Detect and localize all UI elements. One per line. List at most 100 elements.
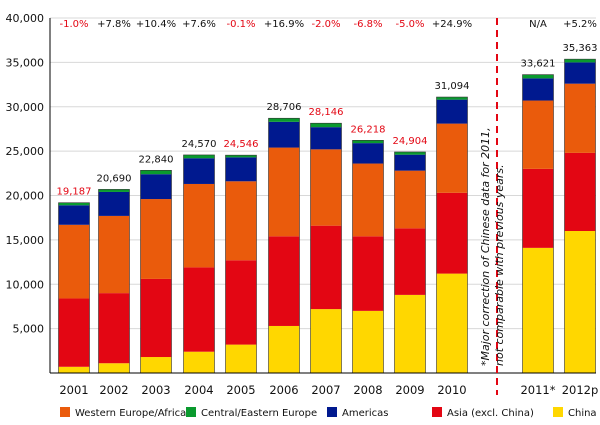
bar-stack [394,151,426,374]
legend-item: China [553,407,597,419]
bar-segment-americas [310,127,342,150]
bar-segment-central-eastern-europe [183,154,215,159]
bar-segment-asia-excl-china [140,278,172,358]
growth-label: +24.9% [432,19,472,30]
bar-segment-china [225,344,257,373]
y-tick-label: 30,000 [6,101,45,114]
y-tick-label: 20,000 [6,190,45,203]
legend-label: Asia (excl. China) [447,408,534,419]
total-label: 35,363 [563,43,598,54]
category-label: 2004 [184,383,213,397]
bar-segment-americas [436,99,468,124]
category-label: 2003 [141,383,170,397]
bar-segment-china [394,294,426,373]
legend-swatch [432,407,442,417]
bar-segment-western-europe-africa [268,147,300,237]
legend-swatch [60,407,70,417]
bar-segment-asia-excl-china [183,267,215,352]
bar-segment-americas [183,158,215,184]
bar-stack [522,74,554,374]
bar-segment-asia-excl-china [310,225,342,310]
bar-stack [58,202,90,374]
growth-label: +7.8% [97,19,131,30]
bar-stack [140,169,172,374]
bar-segment-americas [225,157,257,182]
growth-label: -0.1% [226,19,255,30]
legend-item: Central/Eastern Europe [186,407,317,419]
bar-stack [268,117,300,374]
bar-segment-china [98,363,130,373]
bar-segment-central-eastern-europe [564,59,596,63]
category-label: 2005 [226,383,255,397]
growth-label: -2.0% [311,19,340,30]
bar-stack [352,140,384,374]
bar-segment-americas [564,62,596,84]
legend: Western Europe/Africa Central/Eastern Eur… [60,407,597,419]
bar-segment-china [352,310,384,373]
total-label: 20,690 [97,173,132,184]
total-label: 24,546 [224,139,259,150]
legend-label: Central/Eastern Europe [201,408,317,419]
total-label: 24,570 [182,139,217,150]
bar-segment-central-eastern-europe [394,151,426,155]
total-labels: 19,187 20,690 22,840 24,570 24,546 28,706 28,1… [57,43,598,198]
legend-item: Asia (excl. China) [432,407,534,419]
legend-label: China [568,408,597,419]
category-label: 2012p [562,383,599,397]
bar-segment-china [140,357,172,373]
bar-segment-central-eastern-europe [268,118,300,122]
bar-segment-china [268,325,300,373]
bar-segment-western-europe-africa [436,123,468,193]
bar-segment-western-europe-africa [225,181,257,261]
growth-label: +10.4% [136,19,176,30]
bar-segment-western-europe-africa [58,224,90,299]
bar-stack [183,154,215,374]
bar-segment-asia-excl-china [98,293,130,364]
legend-item: Western Europe/Africa [60,407,186,419]
x-axis-category-labels: 2001 2002 2003 2004 2005 2006 2007 2008 2009 2010… [59,383,598,397]
growth-label: +7.6% [182,19,216,30]
correction-note-line-1: *Major correction of Chinese data for 20… [479,127,492,366]
legend-swatch [186,407,196,417]
bar-segment-china [310,309,342,373]
legend-label: Americas [342,408,388,419]
category-label: 2007 [311,383,340,397]
bar-segment-americas [58,205,90,225]
bar-segment-americas [522,78,554,101]
bar-segment-americas [352,143,384,164]
bar-segment-western-europe-africa [183,183,215,268]
category-label: 2001 [59,383,88,397]
bar-stack [98,189,130,374]
y-tick-label: 10,000 [6,278,45,291]
category-label: 2008 [353,383,382,397]
y-tick-label: 35,000 [6,56,45,69]
bar-segment-americas [394,154,426,171]
bar-segment-western-europe-africa [310,149,342,226]
bar-segment-western-europe-africa [140,199,172,279]
growth-label: -6.8% [353,19,382,30]
bar-segment-americas [268,121,300,148]
bar-segment-asia-excl-china [436,192,468,274]
bar-segment-asia-excl-china [352,236,384,311]
category-label: 2009 [395,383,424,397]
y-tick-label: 25,000 [6,145,45,158]
bar-segment-western-europe-africa [98,215,130,294]
bar-segment-western-europe-africa [522,100,554,169]
bar-segment-china [183,351,215,373]
bar-segment-americas [140,174,172,200]
bar-stack [436,96,468,374]
bar-segment-central-eastern-europe [436,97,468,100]
bar-segment-central-eastern-europe [58,202,90,206]
bar-segment-asia-excl-china [394,228,426,295]
bar-stacks [58,58,596,374]
y-axis-tick-labels: 5,000 10,000 15,000 20,000 25,000 30,000 35,00… [6,12,45,336]
legend-swatch [553,407,563,417]
bar-segment-asia-excl-china [564,152,596,231]
bar-segment-western-europe-africa [394,170,426,229]
growth-label: -1.0% [59,19,88,30]
bar-segment-asia-excl-china [225,260,257,345]
growth-label: +16.9% [264,19,304,30]
bar-segment-china [58,366,90,373]
bar-segment-asia-excl-china [268,236,300,326]
